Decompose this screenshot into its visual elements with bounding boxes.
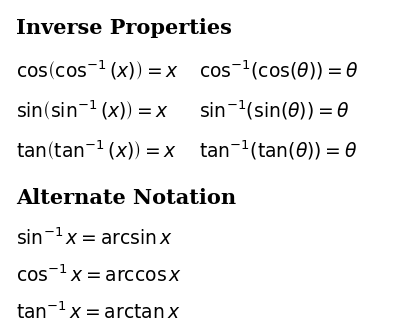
Text: $\cos^{-1} x = \arccos x$: $\cos^{-1} x = \arccos x$ — [17, 265, 182, 286]
Text: Inverse Properties: Inverse Properties — [17, 18, 232, 38]
Text: $\tan\!\left(\tan^{-1}(x)\right) = x$: $\tan\!\left(\tan^{-1}(x)\right) = x$ — [17, 138, 177, 162]
Text: $\tan^{-1}\!\left(\tan(\theta)\right) = \theta$: $\tan^{-1}\!\left(\tan(\theta)\right) = … — [199, 138, 358, 162]
Text: $\tan^{-1} x = \arctan x$: $\tan^{-1} x = \arctan x$ — [17, 301, 181, 323]
Text: $\sin^{-1}\!\left(\sin(\theta)\right) = \theta$: $\sin^{-1}\!\left(\sin(\theta)\right) = … — [199, 98, 350, 122]
Text: $\cos\!\left(\cos^{-1}(x)\right) = x$: $\cos\!\left(\cos^{-1}(x)\right) = x$ — [17, 58, 179, 82]
Text: $\sin\!\left(\sin^{-1}(x)\right) = x$: $\sin\!\left(\sin^{-1}(x)\right) = x$ — [17, 98, 169, 122]
Text: $\sin^{-1} x = \arcsin x$: $\sin^{-1} x = \arcsin x$ — [17, 228, 173, 249]
Text: $\cos^{-1}\!\left(\cos(\theta)\right) = \theta$: $\cos^{-1}\!\left(\cos(\theta)\right) = … — [199, 58, 359, 82]
Text: Alternate Notation: Alternate Notation — [17, 188, 237, 208]
